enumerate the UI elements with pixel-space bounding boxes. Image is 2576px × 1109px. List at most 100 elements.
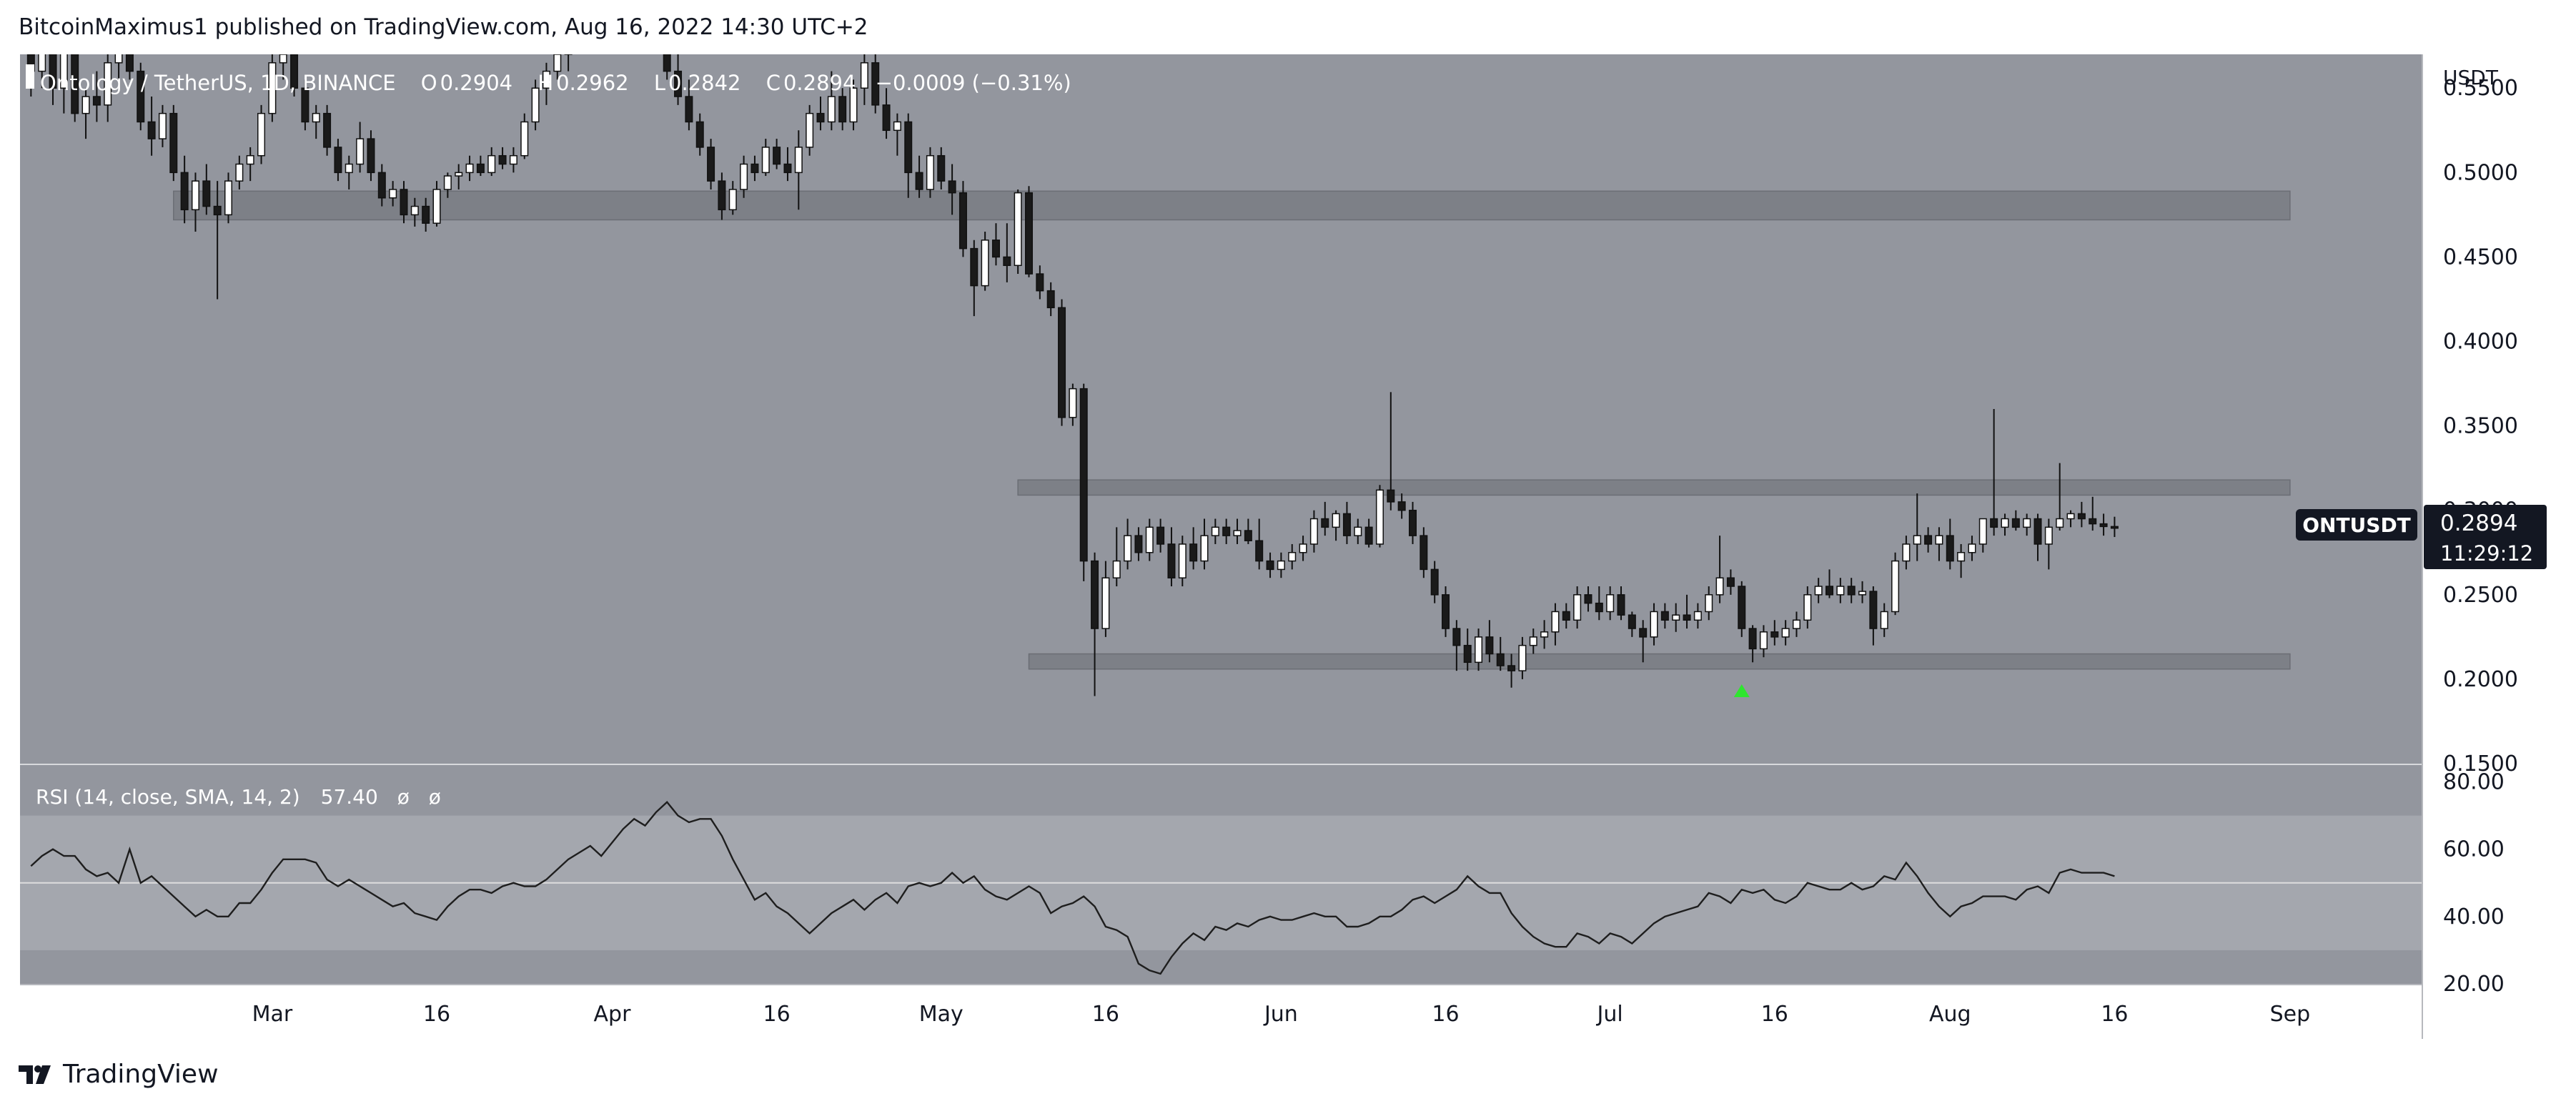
tradingview-logo-icon <box>19 1065 51 1084</box>
candle <box>1748 625 1757 663</box>
candle <box>422 197 430 232</box>
candle-body <box>509 154 517 165</box>
candle <box>1628 611 1636 637</box>
candle <box>1496 636 1505 671</box>
candle <box>465 155 474 182</box>
candle-body <box>1058 307 1066 418</box>
candle <box>509 147 517 173</box>
candle <box>1134 527 1143 561</box>
candle-body <box>1584 594 1592 604</box>
candle <box>1079 383 1088 581</box>
candle <box>1978 518 1987 553</box>
candle <box>1836 578 1845 603</box>
price-axis-tick: 0.1500 <box>2443 751 2518 777</box>
candle-body <box>147 121 156 139</box>
candle-body <box>1299 543 1307 553</box>
legend-low: 0.2842 <box>668 71 740 95</box>
candle <box>49 54 57 105</box>
candle-body <box>246 154 254 165</box>
svg-text:Ontology / TetherUS, 1D, BINAN: Ontology / TetherUS, 1D, BINANCE O 0.2904… <box>40 71 1071 95</box>
legend-symbol[interactable]: Ontology / TetherUS, 1D, BINANCE <box>40 71 396 95</box>
candle <box>290 54 299 97</box>
candle-body <box>1342 513 1351 536</box>
candle <box>630 0 638 21</box>
candle <box>1595 586 1603 621</box>
price-axis-tick: 0.5500 <box>2443 76 2518 101</box>
candle-body <box>125 54 134 72</box>
candle <box>1167 527 1176 586</box>
candle <box>2099 513 2108 536</box>
candle-body <box>235 163 244 182</box>
x-axis-tick: Apr <box>594 1002 632 1027</box>
candle-body <box>1814 586 1823 596</box>
candle-body <box>981 240 989 287</box>
symbol-price-tag[interactable]: ONTUSDT 0.2894 11:29:12 <box>2296 505 2547 569</box>
candle-body <box>1660 611 1669 621</box>
candle-body <box>465 163 474 174</box>
candle-body <box>740 163 748 190</box>
candle <box>1101 561 1110 637</box>
rsi-axis-tick: 40.00 <box>2443 905 2505 930</box>
candle-body <box>1189 543 1198 562</box>
candle-body <box>422 205 430 224</box>
rsi-axis-tick: 60.00 <box>2443 837 2505 862</box>
footer-brand[interactable]: TradingView <box>19 1060 219 1089</box>
x-axis-tick: 16 <box>1432 1002 1459 1027</box>
candle <box>1518 636 1527 679</box>
candle <box>323 104 332 156</box>
candle-body <box>1792 619 1800 629</box>
candle-body <box>443 175 452 190</box>
candle <box>991 223 1000 266</box>
candle-body <box>345 163 353 174</box>
candle-body <box>92 96 101 106</box>
rsi-value: 57.40 <box>321 785 378 809</box>
candle <box>1705 586 1713 621</box>
candle-body <box>1518 644 1527 671</box>
candle <box>609 0 616 4</box>
candle-body <box>958 192 967 250</box>
candle <box>1003 223 1011 282</box>
candle-body <box>180 172 189 211</box>
candle-body <box>663 54 671 72</box>
candle-body <box>367 138 375 174</box>
candle <box>1562 603 1570 629</box>
ohlc-legend: Ontology / TetherUS, 1D, BINANCE O 0.2904… <box>26 64 1071 95</box>
candle-body <box>1935 535 1943 545</box>
candle <box>926 147 934 198</box>
candle <box>367 130 375 182</box>
candle-body <box>1200 535 1209 562</box>
candle-body <box>1715 577 1724 596</box>
candle-body <box>1420 535 1428 571</box>
candle-body <box>1375 489 1384 545</box>
candle <box>520 113 529 159</box>
candle-body <box>1003 256 1011 266</box>
candle-body <box>1288 552 1297 562</box>
candle <box>1091 552 1099 696</box>
candle-body <box>783 163 792 174</box>
candle <box>1397 493 1406 519</box>
price-axis-tick: 0.5000 <box>2443 160 2518 185</box>
candle-body <box>476 163 485 174</box>
candle-body <box>674 70 683 97</box>
candle-body <box>1693 611 1702 621</box>
candle-body <box>860 62 868 89</box>
candle-body <box>1112 560 1121 578</box>
candle-body <box>279 54 287 64</box>
x-axis-tick: Jun <box>1263 1002 1298 1027</box>
rsi-na-2: ø <box>429 785 441 809</box>
candle <box>1902 536 1911 570</box>
candle-body <box>773 147 781 165</box>
candle <box>882 88 891 139</box>
candle-body <box>1255 540 1264 562</box>
candle <box>1759 625 1768 658</box>
candle-body <box>432 189 441 224</box>
candle <box>498 147 507 169</box>
candle <box>816 97 825 131</box>
candle-body <box>312 112 320 123</box>
candle <box>904 113 913 198</box>
candle <box>1650 603 1658 646</box>
rsi-title[interactable]: RSI (14, close, SMA, 14, 2) <box>36 785 300 809</box>
candle-body <box>1167 543 1176 578</box>
candle-body <box>1046 290 1055 309</box>
candle <box>1792 611 1800 637</box>
